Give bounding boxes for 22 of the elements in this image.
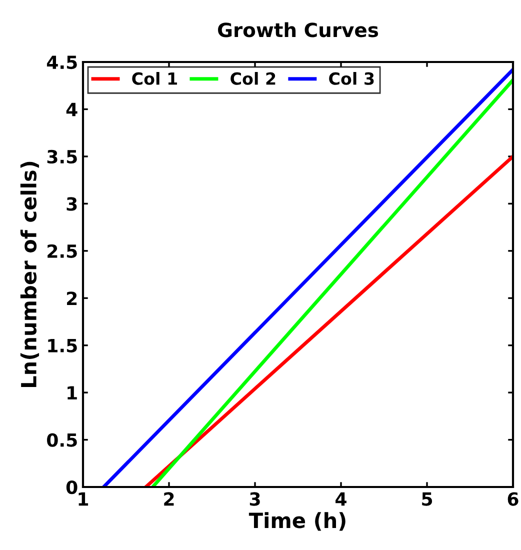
y-tick-label: 1.5 <box>48 339 77 352</box>
x-tick-label: 2 <box>164 492 174 506</box>
y-tick-label: 3.5 <box>47 150 77 164</box>
x-tick-label: 1 <box>78 492 88 506</box>
y-tick-label: 4.5 <box>46 56 77 70</box>
x-tick-label: 6 <box>508 492 518 506</box>
y-tick-label: 1 <box>68 386 77 400</box>
y-tick-label: 0 <box>66 480 78 494</box>
y-axis-title: Ln(number of cells) <box>20 162 40 388</box>
legend-label: Col 1 <box>132 72 177 85</box>
y-tick-label: 2 <box>67 292 77 305</box>
x-tick-label: 5 <box>422 492 432 506</box>
y-tick-label: 3 <box>66 197 77 211</box>
x-tick-label: 4 <box>336 492 346 506</box>
y-tick-label: 2.5 <box>48 244 77 258</box>
x-tick-label: 3 <box>250 492 260 506</box>
legend-label: Col 3 <box>329 72 374 85</box>
chart-title: Growth Curves <box>218 22 378 38</box>
y-tick-label: 4 <box>66 102 78 116</box>
legend-label: Col 2 <box>230 72 276 85</box>
x-axis-title: Time (h) <box>248 512 346 531</box>
y-tick-label: 0.5 <box>47 433 77 447</box>
